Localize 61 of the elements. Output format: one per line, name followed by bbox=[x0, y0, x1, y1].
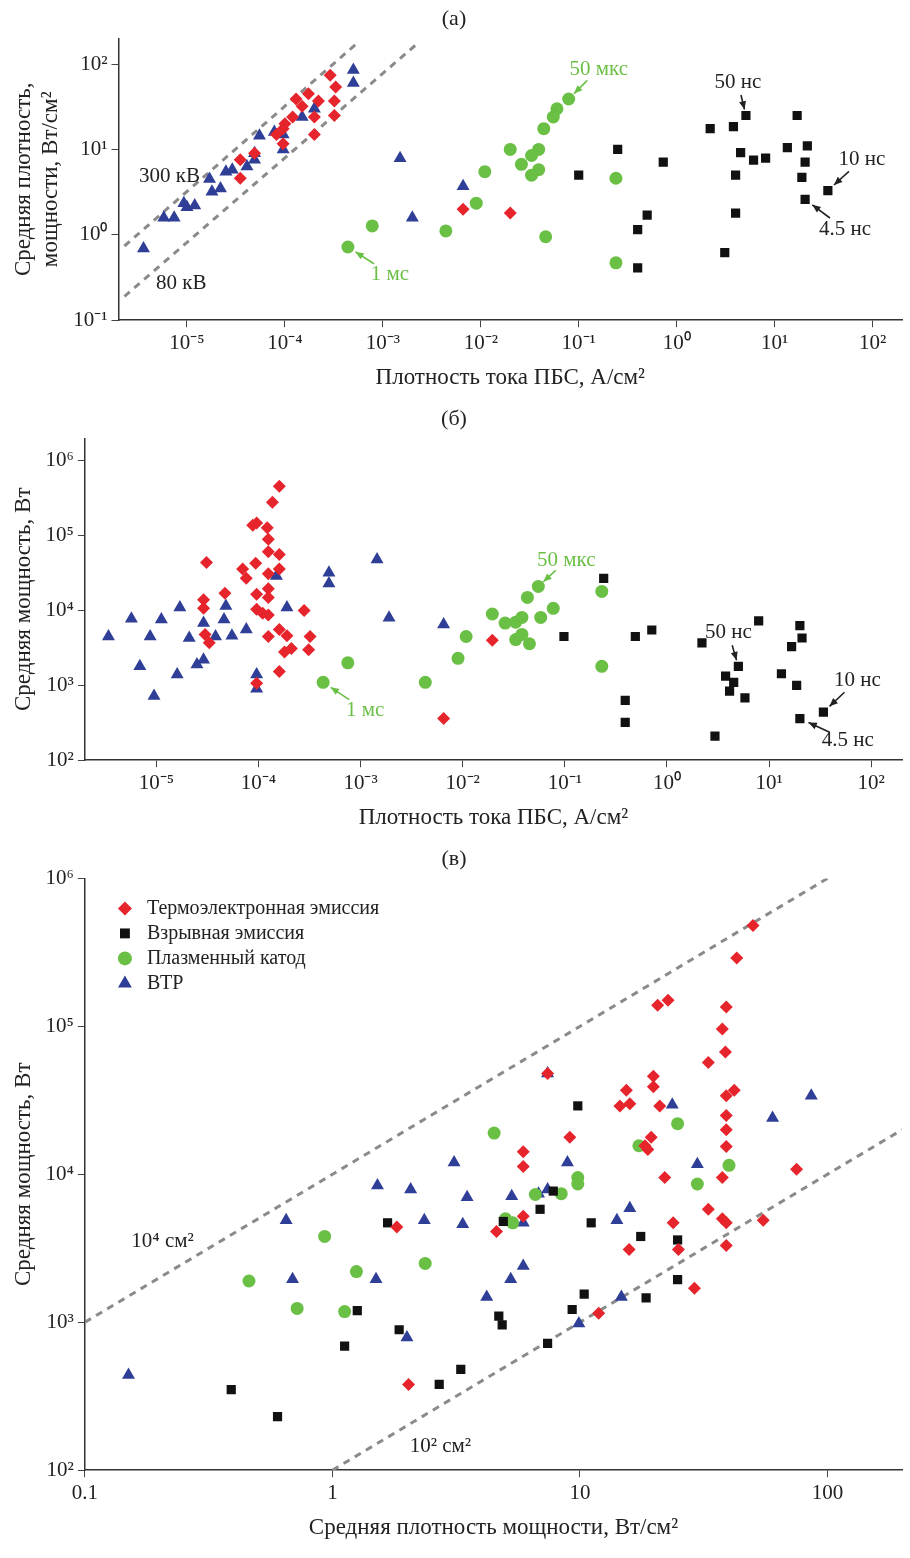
x-tick-label: 10⁰ bbox=[652, 770, 681, 795]
x-tick-label: 10⁻¹ bbox=[547, 770, 582, 795]
legend-label: ВТР bbox=[146, 970, 184, 993]
x-axis-title: Плотность тока ПБС, А/см² bbox=[375, 364, 646, 390]
y-tick-label: 10⁵ bbox=[45, 1012, 74, 1037]
x-tick-label: 10⁻³ bbox=[365, 330, 400, 355]
y-tick-label: 10² bbox=[46, 746, 74, 771]
y-tick-label: 10¹ bbox=[80, 135, 108, 160]
annotation: 4.5 нс bbox=[821, 727, 874, 752]
x-tick-label: 0.1 bbox=[71, 1480, 99, 1505]
x-axis-title: Средняя плотность мощности, Вт/см² bbox=[308, 1514, 679, 1540]
annotation: 50 мкс bbox=[569, 55, 628, 80]
annotation: 4.5 нс bbox=[819, 215, 872, 240]
annotation: 10⁴ см² bbox=[131, 1228, 194, 1253]
annotation: 1 мс bbox=[370, 260, 410, 285]
y-tick-label: 10² bbox=[80, 50, 108, 75]
chart-title: (б) bbox=[441, 404, 467, 430]
y-tick-label: 10³ bbox=[46, 671, 74, 696]
x-tick-label: 10⁻⁵ bbox=[138, 770, 174, 795]
x-tick-label: 10⁻⁵ bbox=[169, 330, 205, 355]
y-tick-label: 10⁰ bbox=[79, 221, 108, 246]
annotation: 300 кВ bbox=[138, 163, 200, 187]
y-tick-label: 10⁴ bbox=[45, 597, 74, 622]
y-tick-label: 10⁻¹ bbox=[73, 306, 108, 331]
annotation: 10² см² bbox=[409, 1433, 472, 1458]
y-tick-label: 10⁶ bbox=[45, 447, 74, 472]
annotation: 50 нс bbox=[714, 69, 762, 94]
x-tick-label: 10⁻² bbox=[445, 770, 480, 795]
x-tick-label: 10⁰ bbox=[662, 330, 691, 355]
y-tick-label: 10⁴ bbox=[45, 1160, 74, 1185]
y-tick-label: 10⁶ bbox=[45, 864, 74, 889]
x-tick-label: 10⁻⁴ bbox=[240, 770, 277, 795]
y-tick-label: 10⁵ bbox=[45, 522, 74, 547]
annotation: 80 кВ bbox=[155, 270, 207, 295]
chart-title: (в) bbox=[441, 844, 467, 870]
annotation: 50 мкс bbox=[537, 546, 596, 571]
x-tick-label: 10 bbox=[569, 1480, 591, 1505]
x-tick-label: 10⁻² bbox=[463, 330, 498, 355]
y-axis-title: Средняя мощность, Вт bbox=[9, 1062, 35, 1287]
x-tick-label: 10¹ bbox=[760, 330, 789, 355]
legend-label: Плазменный катод bbox=[146, 945, 306, 969]
x-tick-label: 10² bbox=[858, 330, 887, 355]
x-axis-title: Плотность тока ПБС, А/см² bbox=[358, 804, 629, 830]
legend-label: Термоэлектронная эмиссия bbox=[146, 895, 380, 919]
legend-label: Взрывная эмиссия bbox=[146, 920, 305, 944]
x-tick-label: 10⁻¹ bbox=[561, 330, 596, 355]
y-tick-label: 10² bbox=[46, 1456, 74, 1481]
y-tick-label: 10³ bbox=[46, 1308, 74, 1333]
chart-title: (а) bbox=[441, 4, 467, 30]
annotation: 10 нс bbox=[834, 666, 881, 691]
annotation: 50 нс bbox=[704, 618, 752, 643]
annotation: 1 мс bbox=[345, 696, 385, 721]
annotation: 10 нс bbox=[838, 146, 886, 171]
x-tick-label: 10² bbox=[857, 770, 885, 795]
x-tick-label: 10⁻³ bbox=[343, 770, 378, 795]
y-axis-title: Средняя плотность, мощности, Вт/см² bbox=[9, 82, 63, 277]
x-tick-label: 1 bbox=[327, 1480, 338, 1505]
y-axis-title: Средняя мощность, Вт bbox=[9, 487, 35, 712]
x-tick-label: 100 bbox=[811, 1480, 844, 1505]
x-tick-label: 10⁻⁴ bbox=[267, 330, 303, 355]
x-tick-label: 10¹ bbox=[755, 770, 783, 795]
